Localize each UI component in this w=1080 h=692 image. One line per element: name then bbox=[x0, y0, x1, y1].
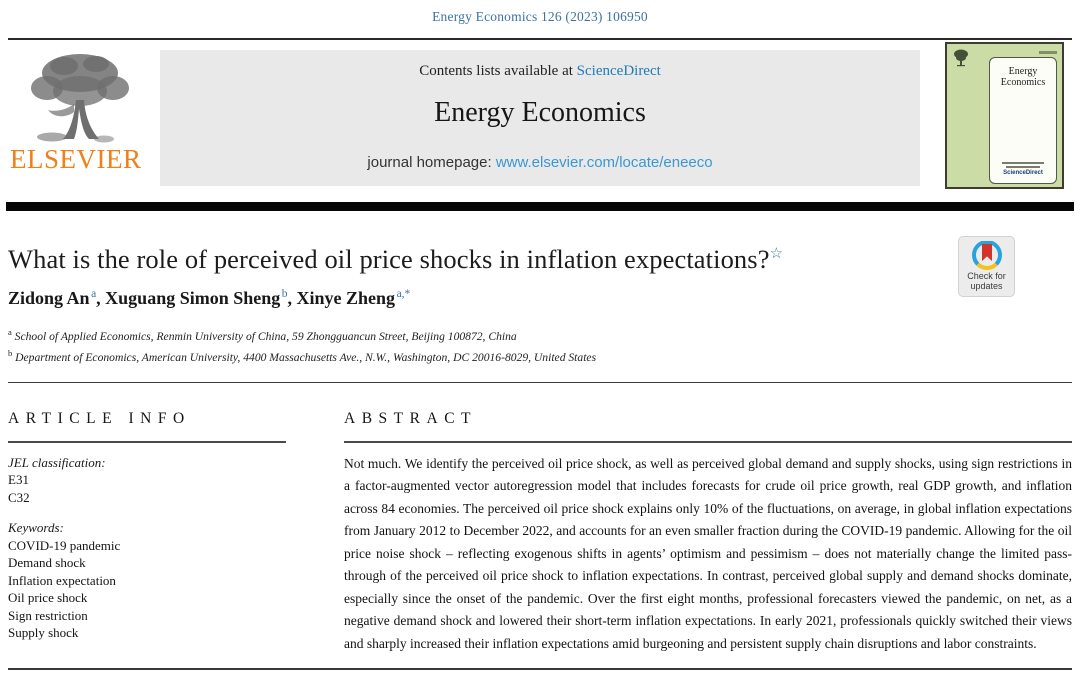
article-body: ARTICLE INFO JEL classification: E31 C32… bbox=[8, 383, 1072, 655]
jel-label: JEL classification: bbox=[8, 454, 106, 470]
article-info-rule bbox=[8, 441, 286, 443]
contents-line: Contents lists available at ScienceDirec… bbox=[160, 63, 920, 80]
article-info-column: ARTICLE INFO JEL classification: E31 C32… bbox=[8, 383, 286, 655]
check-for-updates-icon bbox=[971, 241, 1002, 270]
masthead-divider-bar bbox=[6, 202, 1074, 211]
jel-code: C32 bbox=[8, 489, 30, 505]
jel-code: E31 bbox=[8, 472, 29, 488]
author-separator: , bbox=[287, 288, 297, 308]
top-divider bbox=[8, 38, 1072, 40]
keyword: Oil price shock bbox=[8, 590, 88, 606]
author-affil-mark: a bbox=[91, 288, 97, 300]
homepage-prefix: journal homepage: bbox=[367, 154, 496, 171]
affiliation: a School of Applied Economics, Renmin Un… bbox=[8, 327, 517, 343]
author-list: Zidong An a, Xuguang Simon Sheng b, Xiny… bbox=[8, 288, 1072, 309]
author-separator: , bbox=[96, 288, 106, 308]
cover-journal-title: Energy Economics bbox=[1000, 66, 1046, 88]
author-affil-mark: b bbox=[281, 288, 288, 300]
cover-card: Energy Economics ScienceDirect bbox=[989, 57, 1057, 184]
keyword: Inflation expectation bbox=[8, 572, 116, 588]
bottom-divider bbox=[8, 668, 1072, 670]
author-name: Xuguang Simon Sheng bbox=[105, 288, 281, 308]
title-footnote-star[interactable]: ☆ bbox=[769, 246, 784, 263]
keyword: Demand shock bbox=[8, 555, 86, 571]
cover-sciencedirect-mark: ScienceDirect bbox=[1003, 170, 1043, 176]
cover-tree-icon bbox=[954, 49, 968, 67]
cover-footer: ScienceDirect bbox=[990, 160, 1056, 176]
affiliation-list: a School of Applied Economics, Renmin Un… bbox=[8, 324, 1072, 367]
journal-cover-thumbnail[interactable]: Energy Economics ScienceDirect bbox=[945, 42, 1064, 189]
article-title-text: What is the role of perceived oil price … bbox=[8, 244, 770, 274]
abstract-text: Not much. We identify the perceived oil … bbox=[344, 455, 1072, 651]
masthead: ELSEVIER Contents lists available at Sci… bbox=[8, 42, 1072, 194]
check-for-updates-label: Check for updates bbox=[967, 271, 1006, 291]
author-affil-mark: a,* bbox=[396, 288, 411, 300]
elsevier-wordmark: ELSEVIER bbox=[10, 144, 142, 174]
journal-banner: Contents lists available at ScienceDirec… bbox=[160, 50, 920, 186]
abstract-heading: ABSTRACT bbox=[344, 410, 478, 428]
elsevier-tree-icon bbox=[31, 54, 129, 143]
cover-footer-bar bbox=[1002, 162, 1044, 164]
abstract-column: ABSTRACT Not much. We identify the perce… bbox=[344, 383, 1072, 655]
homepage-line: journal homepage: www.elsevier.com/locat… bbox=[160, 154, 920, 171]
cover-footer-bar bbox=[1006, 166, 1040, 168]
journal-title: Energy Economics bbox=[434, 97, 646, 128]
keyword: COVID-19 pandemic bbox=[8, 537, 121, 553]
elsevier-logo: ELSEVIER bbox=[10, 48, 158, 175]
author-name: Xinye Zheng bbox=[296, 288, 396, 308]
check-for-updates-badge[interactable]: Check for updates bbox=[958, 236, 1015, 297]
affiliation: b Department of Economics, American Univ… bbox=[8, 348, 597, 365]
sciencedirect-link[interactable]: ScienceDirect bbox=[576, 63, 661, 79]
keywords-label: Keywords: bbox=[8, 520, 64, 536]
keyword: Sign restriction bbox=[8, 607, 88, 623]
title-block: What is the role of perceived oil price … bbox=[8, 211, 1072, 297]
cover-issue-text bbox=[1039, 51, 1057, 54]
keyword: Supply shock bbox=[8, 625, 79, 641]
article-title: What is the role of perceived oil price … bbox=[8, 242, 1072, 276]
abstract-rule bbox=[344, 441, 1072, 443]
journal-homepage-link[interactable]: www.elsevier.com/locate/eneeco bbox=[495, 154, 713, 171]
contents-prefix: Contents lists available at bbox=[419, 63, 577, 79]
author-name: Zidong An bbox=[8, 288, 90, 308]
article-info-heading: ARTICLE INFO bbox=[8, 410, 191, 428]
section-divider bbox=[8, 381, 1072, 384]
journal-citation: Energy Economics 126 (2023) 106950 bbox=[432, 9, 648, 24]
